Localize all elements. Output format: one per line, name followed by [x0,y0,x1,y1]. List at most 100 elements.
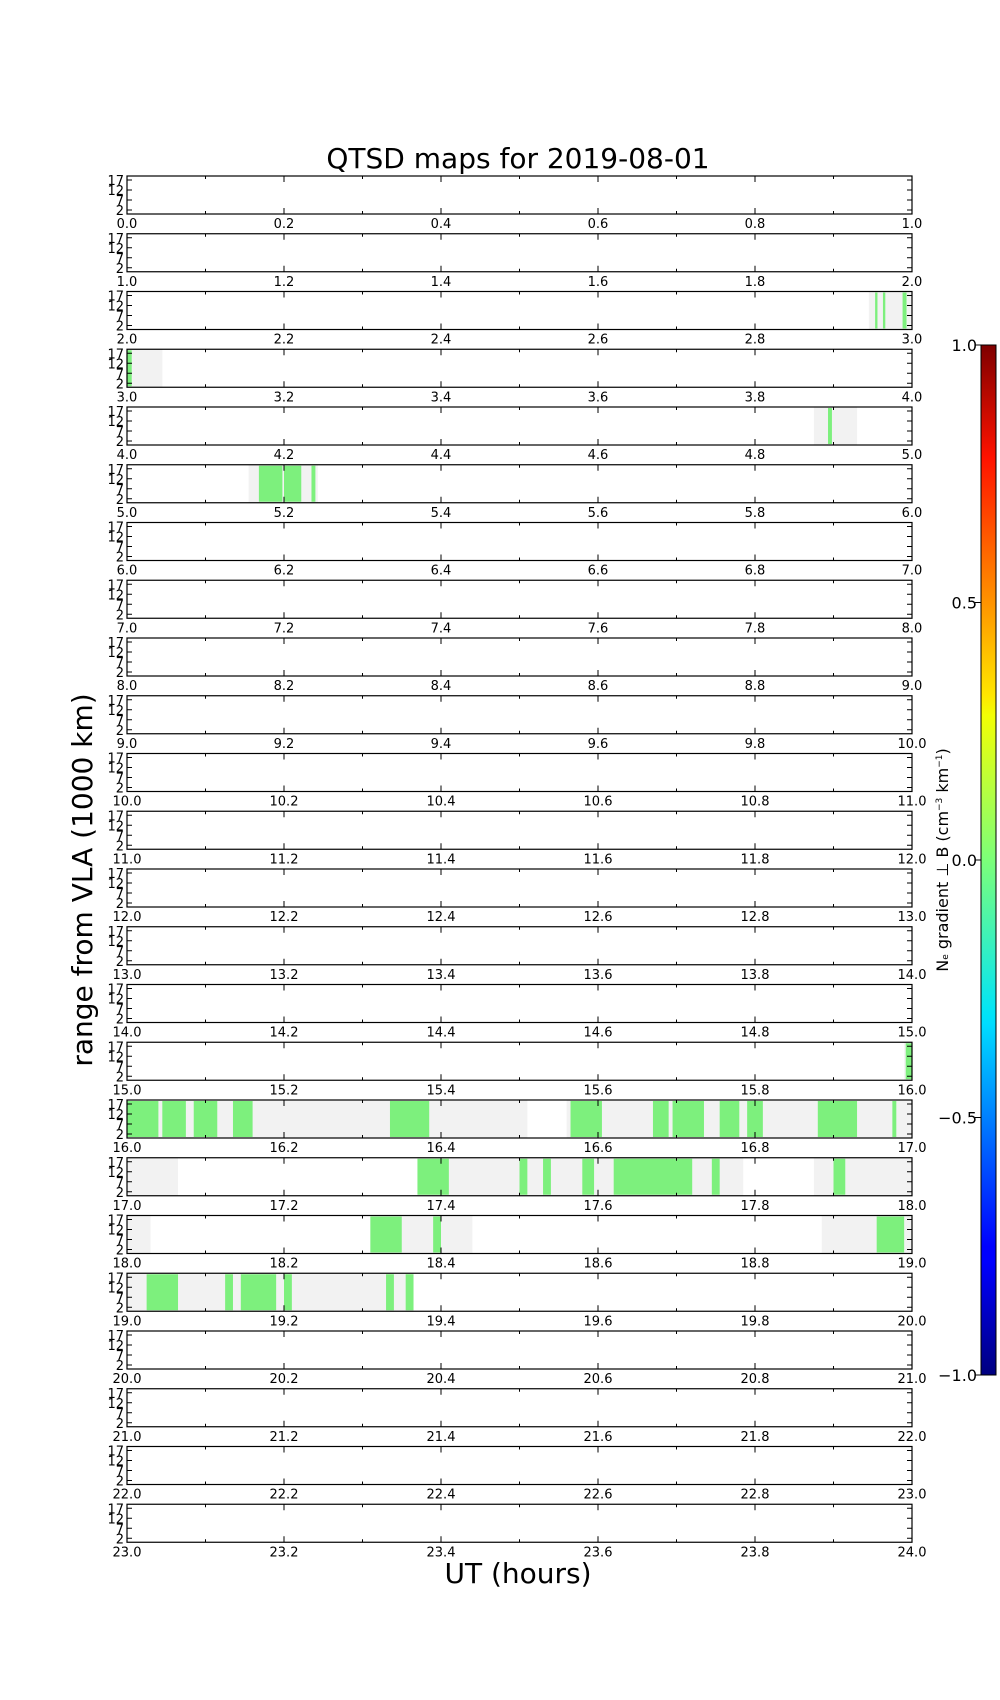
x-tick-label: 21.0 [113,1430,142,1445]
y-tick-label: 7 [116,714,124,729]
x-tick-label: 2.8 [745,333,766,348]
y-tick-label: 17 [107,809,124,824]
coverage-span [127,1157,179,1196]
y-tick-label: 7 [116,1118,124,1133]
gradient-span [719,1101,740,1137]
x-tick-label: 18.6 [584,1257,613,1272]
x-tick-label: 22.6 [584,1488,613,1503]
colorbar-label: Ne gradient ⊥ B (cm−3 km−1) [933,748,952,972]
y-tick-label: 12 [107,1455,124,1470]
x-tick-label: 14.0 [898,968,927,983]
x-tick-label: 9.4 [431,737,452,752]
y-tick-label: 2 [116,1359,124,1374]
x-tick-label: 20.2 [270,1372,299,1387]
x-tick-label: 0.2 [274,217,295,232]
x-tick-label: 10.8 [741,795,770,810]
x-tick-label: 6.6 [588,564,609,579]
y-tick-label: 2 [116,377,124,392]
gradient-span [193,1101,218,1137]
x-tick-label: 10.6 [584,795,613,810]
x-tick-label: 19.4 [427,1314,456,1329]
y-tick-label: 7 [116,367,124,382]
x-tick-label: 11.4 [427,852,456,867]
gradient-span [370,1216,402,1253]
y-tick-label: 2 [116,1475,124,1490]
y-tick-label: 12 [107,184,124,199]
gradient-span [127,350,132,387]
y-tick-label: 17 [107,1098,124,1113]
y-tick-label: 12 [107,242,124,257]
panel-frame [126,1445,913,1486]
y-tick-label: 17 [107,521,124,536]
y-tick-label: 7 [116,425,124,440]
gradient-span [258,465,283,502]
x-tick-label: 6.2 [274,564,295,579]
x-tick-label: 4.8 [745,448,766,463]
x-tick-label: 17.2 [270,1199,299,1214]
x-tick-label: 19.2 [270,1314,299,1329]
x-tick-label: 0.6 [588,217,609,232]
x-tick-label: 6.0 [117,564,138,579]
x-tick-label: 11.0 [898,795,927,810]
coverage-span [127,1215,151,1254]
y-tick-label: 12 [107,1050,124,1065]
x-tick-label: 1.4 [431,275,452,290]
y-tick-label: 17 [107,1502,124,1517]
x-tick-label: 10.0 [113,795,142,810]
y-tick-label: 17 [107,347,124,362]
panel-frame [126,810,913,850]
x-tick-label: 0.4 [431,217,452,232]
x-tick-label: 13.0 [113,968,142,983]
gradient-span [570,1101,602,1137]
x-tick-label: 23.0 [898,1488,927,1503]
x-tick-label: 11.0 [113,852,142,867]
y-tick-label: 2 [116,493,124,508]
y-tick-label: 17 [107,174,124,189]
y-tick-label: 17 [107,1329,124,1344]
x-tick-label: 5.0 [902,448,923,463]
coverage-span [127,349,163,388]
y-tick-label: 7 [116,945,124,960]
x-tick-label: 16.4 [427,1141,456,1156]
x-tick-label: 18.0 [113,1257,142,1272]
x-tick-label: 23.4 [427,1545,456,1560]
x-tick-label: 1.6 [588,275,609,290]
colorbar-tick-label: 1.0 [952,336,977,355]
x-tick-label: 19.0 [113,1314,142,1329]
panel-frame [126,175,913,215]
y-tick-label: 2 [116,204,124,219]
panel-frame [126,926,913,966]
y-tick-label: 12 [107,357,124,372]
y-tick-label: 12 [107,819,124,834]
chart-title: QTSD maps for 2019-08-01 [326,142,709,175]
panel-frame [126,521,913,562]
gradient-span [833,1158,846,1195]
y-tick-label: 7 [116,252,124,267]
gradient-span [747,1101,763,1137]
gradient-span [582,1158,595,1195]
x-tick-label: 8.0 [902,621,923,636]
x-tick-label: 11.2 [270,852,299,867]
gradient-span [882,292,886,329]
y-tick-label: 17 [107,463,124,478]
y-tick-label: 17 [107,636,124,651]
y-tick-label: 2 [116,724,124,739]
x-tick-label: 18.2 [270,1257,299,1272]
panel-frame [126,464,913,504]
x-tick-label: 8.0 [117,679,138,694]
x-tick-label: 11.8 [741,852,770,867]
x-tick-label: 13.0 [898,910,927,925]
coverage-span [813,1157,912,1196]
gradient-span [405,1274,414,1311]
x-tick-label: 7.0 [902,564,923,579]
y-tick-label: 12 [107,1224,124,1239]
